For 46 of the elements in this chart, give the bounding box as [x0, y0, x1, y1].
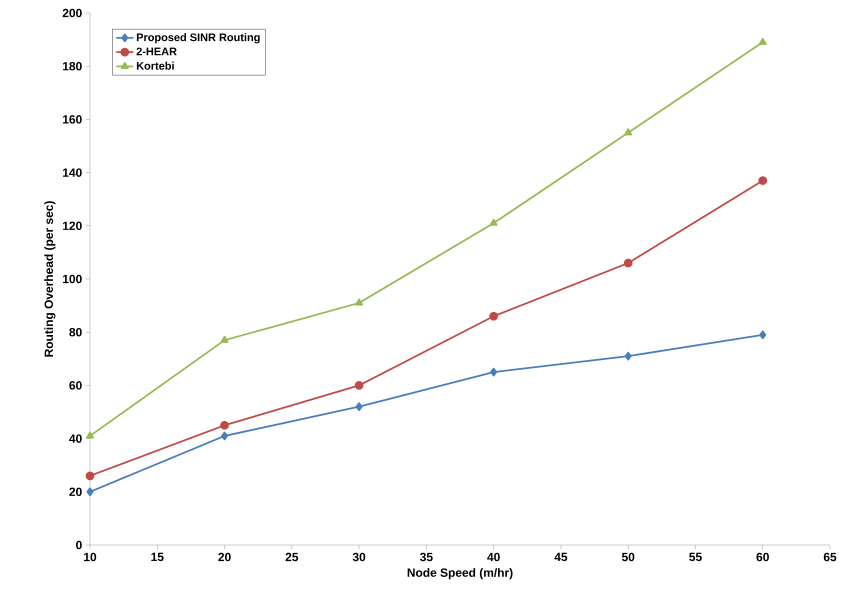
- point: [356, 402, 363, 412]
- x-tick-label: 15: [151, 552, 164, 562]
- y-tick-label: 100: [63, 274, 82, 284]
- x-tick-label: 45: [554, 552, 568, 562]
- x-tick-label: 40: [487, 552, 500, 562]
- x-tick-label: 65: [824, 552, 836, 562]
- point: [490, 368, 498, 376]
- point: [220, 336, 228, 343]
- x-tick-label: 50: [622, 552, 634, 562]
- y-tick-label: 140: [63, 168, 82, 177]
- y-tick-label: 80: [69, 328, 82, 336]
- legend-label: Proposed SINR Routing: [136, 33, 260, 44]
- point: [86, 471, 94, 480]
- point: [220, 420, 229, 430]
- point: [221, 432, 228, 440]
- point: [759, 330, 766, 340]
- y-tick-label: 180: [63, 62, 82, 70]
- point: [490, 218, 498, 226]
- point: [354, 381, 364, 390]
- y-tick-label: 40: [69, 434, 82, 443]
- x-tick-label: 55: [689, 552, 702, 562]
- x-tick-label: 25: [286, 552, 298, 562]
- y-tick-label: 160: [63, 115, 82, 124]
- x-tick-label: 35: [420, 552, 433, 562]
- point: [758, 176, 768, 185]
- x-axis-title: Node Speed (m/hr): [408, 568, 513, 580]
- point: [86, 487, 94, 496]
- y-axis-title: Routing Overhead (per sec): [44, 201, 56, 357]
- y-tick-label: 0: [76, 540, 82, 550]
- point: [624, 128, 632, 136]
- x-tick-label: 60: [756, 552, 769, 562]
- legend-label: 2-HEAR: [136, 48, 177, 56]
- y-tick-label: 200: [62, 8, 82, 18]
- x-tick-label: 20: [218, 552, 231, 562]
- y-tick-label: 20: [69, 488, 82, 496]
- point: [86, 432, 94, 439]
- point: [489, 312, 498, 321]
- y-tick-label: 120: [63, 222, 82, 230]
- y-tick-label: 60: [69, 381, 82, 390]
- point: [624, 258, 633, 268]
- point: [355, 298, 364, 306]
- point: [624, 352, 632, 361]
- x-tick-label: 30: [352, 552, 366, 562]
- legend-label: Kortebi: [136, 62, 174, 70]
- x-tick-label: 10: [84, 552, 96, 562]
- point: [758, 38, 767, 45]
